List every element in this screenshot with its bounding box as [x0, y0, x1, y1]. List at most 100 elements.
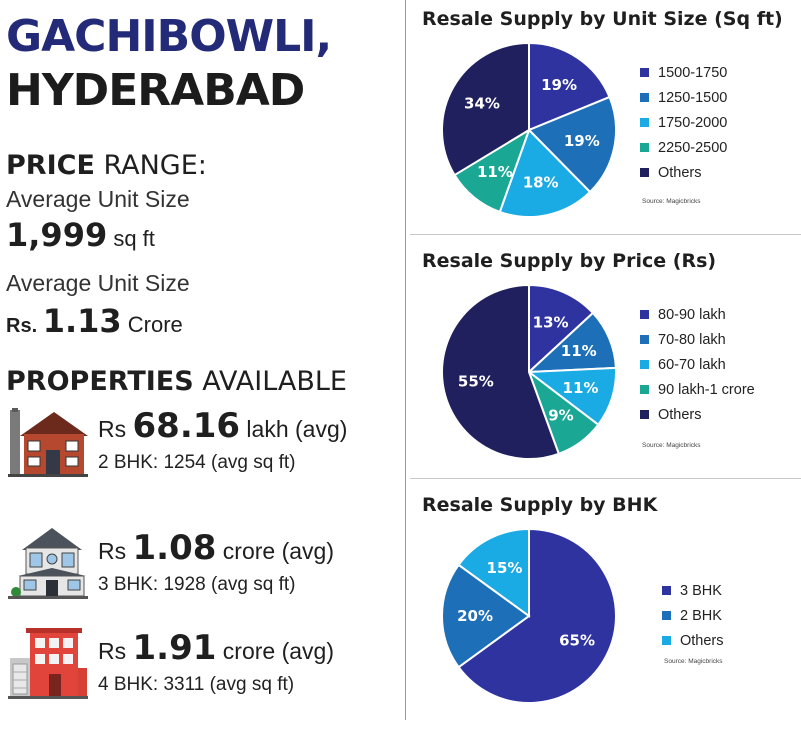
pie-label-90-lakh-1-crore: 9%	[548, 406, 573, 424]
pie-label-1500-1750: 19%	[541, 76, 577, 94]
legend-label: 80-90 lakh	[658, 306, 726, 323]
legend-swatch	[662, 586, 671, 595]
chart-unit-size-pie: 19% 19% 18% 11% 34%	[441, 41, 617, 218]
pie-slice-others	[441, 41, 530, 177]
legend-label: 3 BHK	[680, 582, 722, 599]
legend-item-2250-2500: 2250-2500	[640, 135, 727, 160]
legend-item-2-bhk: 2 BHK	[662, 603, 724, 628]
legend-item-1500-1750: 1500-1750	[640, 60, 727, 85]
legend-label: Others	[680, 632, 724, 649]
legend-label: 2250-2500	[658, 139, 728, 156]
property-4bhk-detail: 4 BHK: 3311 (avg sq ft)	[98, 674, 295, 695]
chart-unit-size-title: Resale Supply by Unit Size (Sq ft)	[422, 8, 783, 30]
legend-item-others: Others	[640, 160, 727, 185]
legend-item-60-70-lakh: 60-70 lakh	[640, 352, 755, 377]
legend-swatch	[640, 168, 649, 177]
legend-item-70-80-lakh: 70-80 lakh	[640, 327, 755, 352]
pie-label-others: 34%	[464, 95, 500, 113]
pie-slice-others	[441, 283, 561, 460]
legend-swatch	[640, 93, 649, 102]
house-icon	[8, 408, 88, 477]
chart-bhk-title: Resale Supply by BHK	[422, 494, 658, 516]
chart-price-title: Resale Supply by Price (Rs)	[422, 250, 717, 272]
property-3bhk: Rs 1.08 crore (avg) 3 BHK: 1928 (avg sq …	[0, 528, 400, 606]
legend-swatch	[640, 360, 649, 369]
chart-unit-size-legend: 1500-1750 1250-1500 1750-2000 2250-2500 Othe…	[640, 60, 727, 185]
legend-swatch	[640, 335, 649, 344]
pie-slice-80-90-lakh	[528, 283, 595, 375]
pie-label-others: 15%	[487, 559, 523, 577]
building-icon	[8, 628, 88, 699]
chart-bhk-pie: 65% 20% 15%	[441, 527, 617, 704]
pie-label-2-bhk: 20%	[457, 607, 493, 625]
legend-label: 2 BHK	[680, 607, 722, 624]
legend-swatch	[640, 118, 649, 127]
property-2bhk-detail: 2 BHK: 1254 (avg sq ft)	[98, 452, 296, 473]
chart-unit-size: Resale Supply by Unit Size (Sq ft) 19% 19…	[414, 8, 801, 230]
pie-slice-1750-2000	[498, 128, 592, 218]
location-title: GACHIBOWLI, HYDERABAD	[6, 10, 332, 118]
pie-label-1250-1500: 19%	[564, 132, 600, 150]
property-4bhk-price: Rs 1.91 crore (avg)	[98, 628, 334, 668]
villa-icon	[8, 528, 88, 599]
pie-label-70-80-lakh: 11%	[561, 342, 597, 360]
legend-item-1250-1500: 1250-1500	[640, 85, 727, 110]
legend-item-3-bhk: 3 BHK	[662, 578, 724, 603]
legend-label: 70-80 lakh	[658, 331, 726, 348]
property-3bhk-detail: 3 BHK: 1928 (avg sq ft)	[98, 574, 296, 595]
legend-item-others: Others	[662, 628, 724, 653]
pie-slice-2-bhk	[441, 563, 531, 669]
property-3bhk-price: Rs 1.08 crore (avg)	[98, 528, 334, 568]
chart-unit-size-source: Source: Magicbricks	[642, 198, 701, 205]
avg-price-label: Average Unit Size	[6, 270, 190, 296]
properties-heading: PROPERTIES AVAILABLE	[6, 366, 347, 397]
chart-bhk: Resale Supply by BHK 65% 20% 15% 3 BHK 2 BH…	[414, 494, 801, 716]
summary-panel: GACHIBOWLI, HYDERABAD PRICE RANGE: Avera…	[0, 0, 400, 733]
pie-label-others: 55%	[458, 372, 494, 390]
property-2bhk-price: Rs 68.16 lakh (avg)	[98, 406, 348, 446]
pie-slice-1250-1500	[527, 95, 617, 194]
pie-slice-3-bhk	[457, 527, 617, 704]
pie-label-1750-2000: 18%	[523, 174, 559, 192]
pie-label-3-bhk: 65%	[559, 631, 595, 649]
legend-swatch	[640, 310, 649, 319]
legend-label: 1750-2000	[658, 114, 728, 131]
chart-bhk-legend: 3 BHK 2 BHK Others	[662, 578, 724, 653]
legend-label: 60-70 lakh	[658, 356, 726, 373]
avg-size-value: 1,999 sq ft	[6, 216, 155, 254]
column-divider	[405, 0, 406, 720]
pie-slice-others	[457, 527, 530, 618]
legend-label: Others	[658, 406, 702, 423]
price-range-heading: PRICE RANGE:	[6, 150, 207, 181]
chart-price-source: Source: Magicbricks	[642, 442, 701, 449]
property-2bhk: Rs 68.16 lakh (avg) 2 BHK: 1254 (avg sq …	[0, 406, 400, 484]
location-line-2: HYDERABAD	[6, 65, 305, 116]
property-4bhk: Rs 1.91 crore (avg) 4 BHK: 3311 (avg sq …	[0, 628, 400, 706]
legend-label: 1500-1750	[658, 64, 728, 81]
legend-swatch	[640, 410, 649, 419]
legend-label: 1250-1500	[658, 89, 728, 106]
legend-item-80-90-lakh: 80-90 lakh	[640, 302, 755, 327]
avg-price-value: Rs. 1.13 Crore	[6, 302, 183, 340]
chart-price-legend: 80-90 lakh 70-80 lakh 60-70 lakh 90 lakh-1 …	[640, 302, 755, 427]
chart-bhk-source: Source: Magicbricks	[664, 658, 723, 665]
pie-label-80-90-lakh: 13%	[533, 314, 569, 332]
chart-price-pie: 13% 11% 11% 9% 55%	[441, 283, 617, 460]
legend-label: 90 lakh-1 crore	[658, 381, 755, 398]
chart-price: Resale Supply by Price (Rs) 13% 11% 11% 9% 5…	[414, 250, 801, 472]
avg-size-label: Average Unit Size	[6, 186, 190, 212]
legend-label: Others	[658, 164, 702, 181]
legend-swatch	[640, 143, 649, 152]
pie-slice-1500-1750	[528, 41, 611, 132]
legend-swatch	[640, 68, 649, 77]
legend-swatch	[662, 636, 671, 645]
legend-item-others: Others	[640, 402, 755, 427]
legend-item-1750-2000: 1750-2000	[640, 110, 727, 135]
chart-divider-2	[410, 478, 801, 479]
legend-swatch	[662, 611, 671, 620]
legend-swatch	[640, 385, 649, 394]
location-line-1: GACHIBOWLI,	[6, 11, 332, 62]
pie-label-2250-2500: 11%	[477, 163, 513, 181]
chart-divider-1	[410, 234, 801, 235]
legend-item-90-lakh-1-crore: 90 lakh-1 crore	[640, 377, 755, 402]
